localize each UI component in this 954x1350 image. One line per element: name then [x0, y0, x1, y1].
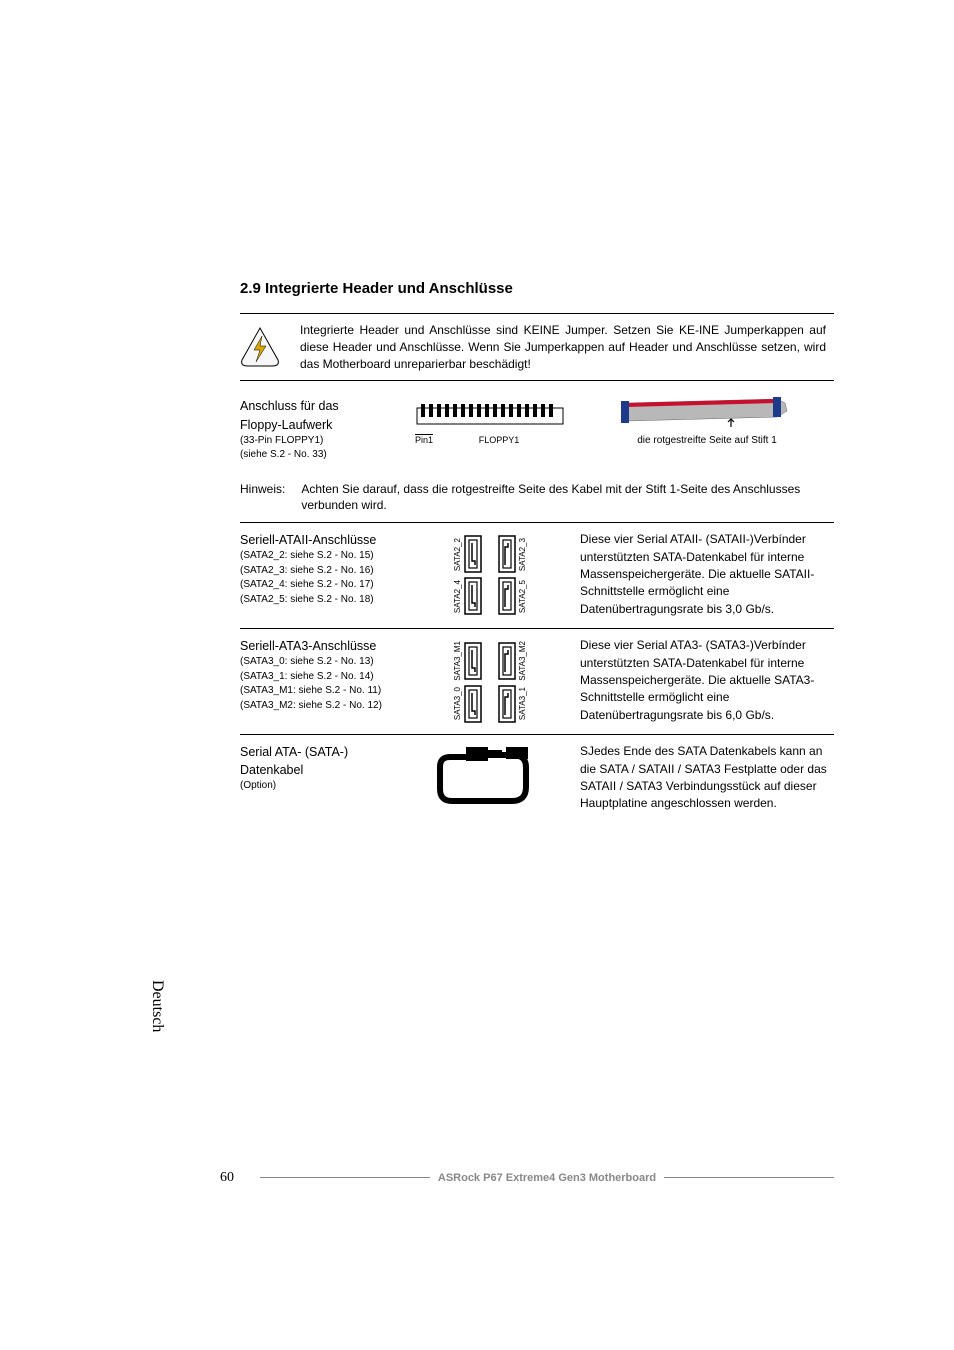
sata2-sub-0: (SATA2_2: siehe S.2 - No. 15) [240, 549, 400, 564]
hinweis-text: Achten Sie darauf, dass die rotgestreift… [301, 481, 831, 515]
warning-box: Integrierte Header und Anschlüsse sind K… [240, 313, 834, 381]
sata2-port-0-label: SATA2_2 [453, 538, 462, 571]
sata2-sub-2: (SATA2_4: siehe S.2 - No. 17) [240, 578, 400, 593]
floppy-labels: Anschluss für das Floppy-Laufwerk (33-Pi… [240, 397, 400, 462]
floppy-block: Anschluss für das Floppy-Laufwerk (33-Pi… [240, 389, 834, 472]
sata3-desc: Diese vier Serial ATA3- (SATA3-)Verbínde… [580, 637, 834, 724]
floppy-cable-icon [617, 397, 797, 433]
sata-port-icon [498, 642, 516, 680]
sata3-port-0-label: SATA3_M1 [453, 641, 462, 681]
sata-cable-title-1: Serial ATA- (SATA-) [240, 743, 400, 761]
sata-port-icon [464, 535, 482, 573]
sata2-desc: Diese vier Serial ATAII- (SATAII-)Verbín… [580, 531, 834, 618]
floppy-pin1-caption: die rotgestreifte Seite auf Stift 1 [637, 435, 777, 446]
floppy-sub-1: (33-Pin FLOPPY1) [240, 434, 400, 449]
sata-port-icon [498, 535, 516, 573]
sata3-sub-0: (SATA3_0: siehe S.2 - No. 13) [240, 655, 400, 670]
floppy-title-1: Anschluss für das [240, 397, 400, 415]
sata3-port-2-label: SATA3_0 [453, 687, 462, 720]
language-tab: Deutsch [148, 980, 166, 1032]
sata3-sub-2: (SATA3_M1: siehe S.2 - No. 11) [240, 684, 400, 699]
sata3-labels: Seriell-ATA3-Anschlüsse (SATA3_0: siehe … [240, 637, 400, 724]
sata-port-icon [464, 577, 482, 615]
sata2-block: Seriell-ATAII-Anschlüsse (SATA2_2: siehe… [240, 523, 834, 629]
floppy-connector-label: FLOPPY1 [479, 435, 520, 445]
sata-cable-title-2: Datenkabel [240, 761, 400, 779]
sata-cable-diagram [410, 743, 570, 813]
hinweis-block: Hinweis: Achten Sie darauf, dass die rot… [240, 473, 834, 524]
sata3-sub-1: (SATA3_1: siehe S.2 - No. 14) [240, 670, 400, 685]
sata-cable-icon [420, 747, 560, 807]
page-number: 60 [220, 1170, 234, 1186]
footer-text: ASRock P67 Extreme4 Gen3 Motherboard [430, 1172, 664, 1184]
warning-bolt-icon [240, 326, 280, 370]
sata3-port-3-label: SATA3_1 [518, 687, 527, 720]
floppy-sub-2: (siehe S.2 - No. 33) [240, 448, 400, 463]
sata-port-icon [498, 577, 516, 615]
sata2-port-1-label: SATA2_3 [518, 538, 527, 571]
warning-text: Integrierte Header und Anschlüsse sind K… [300, 322, 834, 372]
sata2-port-3-label: SATA2_5 [518, 580, 527, 613]
floppy-cable-block: die rotgestreifte Seite auf Stift 1 [580, 397, 834, 462]
sata2-title: Seriell-ATAII-Anschlüsse [240, 531, 400, 549]
sata-cable-desc: SJedes Ende des SATA Datenkabels kann an… [580, 743, 834, 813]
sata-cable-block: Serial ATA- (SATA-) Datenkabel (Option) … [240, 735, 834, 823]
sata-port-icon [464, 685, 482, 723]
section-heading: 2.9 Integrierte Header und Anschlüsse [240, 280, 834, 297]
floppy-pin1-label: Pin1 [415, 435, 433, 445]
hinweis-label: Hinweis: [240, 481, 298, 498]
sata2-port-2-label: SATA2_4 [453, 580, 462, 613]
sata3-title: Seriell-ATA3-Anschlüsse [240, 637, 400, 655]
sata3-sub-3: (SATA3_M2: siehe S.2 - No. 12) [240, 699, 400, 714]
sata2-labels: Seriell-ATAII-Anschlüsse (SATA2_2: siehe… [240, 531, 400, 618]
sata3-diagram: SATA3_M1 SATA3_M2 SATA3_0 SATA3_1 [410, 637, 570, 724]
sata3-block: Seriell-ATA3-Anschlüsse (SATA3_0: siehe … [240, 629, 834, 735]
floppy-header-icon [415, 401, 565, 431]
sata2-diagram: SATA2_2 SATA2_3 SATA2_4 SATA2_5 [410, 531, 570, 618]
floppy-diagram: Pin1 FLOPPY1 [410, 397, 570, 462]
sata-port-icon [498, 685, 516, 723]
floppy-pin-labels: Pin1 FLOPPY1 [415, 435, 565, 445]
footer: ASRock P67 Extreme4 Gen3 Motherboard [260, 1177, 834, 1178]
sata2-sub-3: (SATA2_5: siehe S.2 - No. 18) [240, 593, 400, 608]
sata2-sub-1: (SATA2_3: siehe S.2 - No. 16) [240, 564, 400, 579]
sata-port-icon [464, 642, 482, 680]
sata-cable-sub: (Option) [240, 779, 400, 794]
floppy-title-2: Floppy-Laufwerk [240, 416, 400, 434]
sata-cable-labels: Serial ATA- (SATA-) Datenkabel (Option) [240, 743, 400, 813]
sata3-port-1-label: SATA3_M2 [518, 641, 527, 681]
